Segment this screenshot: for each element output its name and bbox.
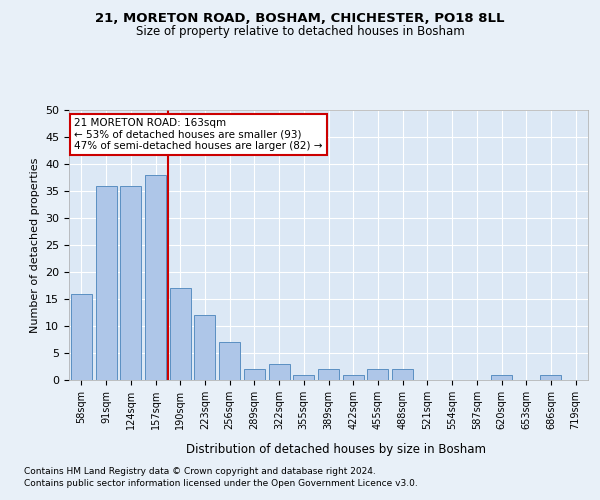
Text: Contains HM Land Registry data © Crown copyright and database right 2024.: Contains HM Land Registry data © Crown c… [24, 468, 376, 476]
Bar [541, 374, 562, 380]
Y-axis label: Number of detached properties: Number of detached properties [29, 158, 40, 332]
Bar [491, 374, 512, 380]
Bar [120, 186, 141, 380]
Bar [343, 374, 364, 380]
Bar [194, 315, 215, 380]
Text: Distribution of detached houses by size in Bosham: Distribution of detached houses by size … [186, 442, 486, 456]
Bar [95, 186, 116, 380]
Bar [219, 342, 240, 380]
Text: 21 MORETON ROAD: 163sqm
← 53% of detached houses are smaller (93)
47% of semi-de: 21 MORETON ROAD: 163sqm ← 53% of detache… [74, 118, 323, 152]
Bar [145, 175, 166, 380]
Bar [318, 369, 339, 380]
Text: Contains public sector information licensed under the Open Government Licence v3: Contains public sector information licen… [24, 479, 418, 488]
Bar [269, 364, 290, 380]
Bar [392, 369, 413, 380]
Bar [71, 294, 92, 380]
Text: Size of property relative to detached houses in Bosham: Size of property relative to detached ho… [136, 25, 464, 38]
Bar [293, 374, 314, 380]
Bar [367, 369, 388, 380]
Bar [170, 288, 191, 380]
Bar [244, 369, 265, 380]
Text: 21, MORETON ROAD, BOSHAM, CHICHESTER, PO18 8LL: 21, MORETON ROAD, BOSHAM, CHICHESTER, PO… [95, 12, 505, 26]
